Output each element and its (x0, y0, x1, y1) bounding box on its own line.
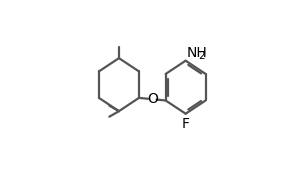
Text: NH: NH (186, 46, 207, 60)
Text: 2: 2 (198, 51, 205, 61)
Text: O: O (147, 92, 158, 106)
Text: F: F (182, 117, 190, 131)
